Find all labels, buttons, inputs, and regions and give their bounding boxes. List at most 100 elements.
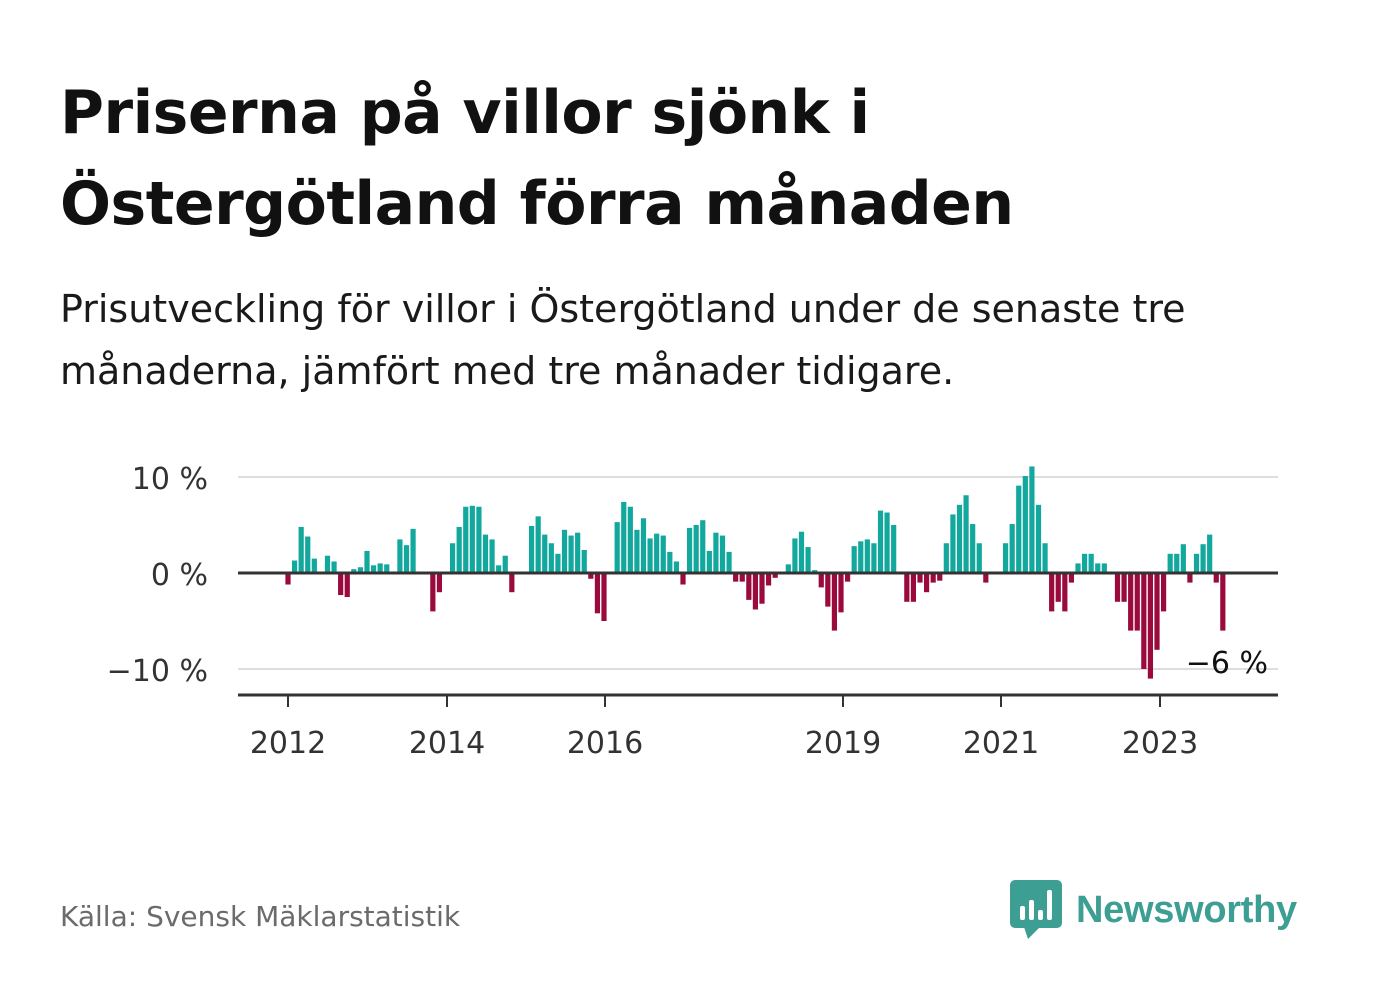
bar bbox=[943, 543, 949, 573]
bar bbox=[370, 565, 377, 573]
bar bbox=[871, 543, 877, 573]
y-tick-label: −10 % bbox=[107, 654, 208, 689]
x-tick-label: 2021 bbox=[963, 726, 1039, 761]
bar bbox=[351, 569, 357, 573]
bar bbox=[528, 525, 535, 573]
bar bbox=[509, 573, 515, 593]
bar bbox=[805, 547, 811, 573]
bar bbox=[1009, 524, 1015, 573]
chart-title: Priserna på villor sjönk i Östergötland … bbox=[60, 78, 1014, 239]
bar bbox=[733, 573, 739, 582]
bar bbox=[1055, 573, 1061, 602]
bar bbox=[765, 573, 772, 586]
bar bbox=[1088, 553, 1094, 573]
bar bbox=[1035, 504, 1042, 573]
bar bbox=[1154, 573, 1160, 650]
bar bbox=[686, 527, 693, 573]
bar bbox=[403, 545, 410, 573]
bar bbox=[1180, 544, 1186, 573]
bar bbox=[1141, 573, 1147, 669]
bar bbox=[364, 550, 370, 573]
bar bbox=[1121, 573, 1127, 602]
bar bbox=[1167, 553, 1173, 573]
bar bbox=[482, 534, 489, 573]
y-tick-label: 0 % bbox=[151, 558, 208, 593]
bar bbox=[535, 516, 541, 573]
bar bbox=[706, 550, 712, 573]
bar bbox=[449, 543, 456, 573]
bar bbox=[1207, 534, 1213, 573]
bar bbox=[963, 495, 969, 573]
bar bbox=[851, 546, 857, 573]
bar bbox=[950, 514, 956, 573]
bar bbox=[739, 573, 745, 582]
bar-chart: 10 % 0 % −10 % 2012 2014 2016 2019 2021 2023 −6 % bbox=[107, 462, 1278, 761]
bar bbox=[904, 573, 910, 602]
bar bbox=[1002, 543, 1009, 573]
bar bbox=[746, 573, 752, 600]
bar bbox=[864, 539, 870, 573]
bar bbox=[588, 573, 594, 579]
bar bbox=[654, 533, 660, 573]
bar bbox=[1016, 485, 1022, 573]
bar bbox=[548, 543, 554, 573]
bar bbox=[673, 561, 680, 573]
bar bbox=[285, 573, 291, 585]
chart-subtitle: Prisutveckling för villor i Östergötland… bbox=[60, 287, 1186, 393]
bar bbox=[640, 518, 647, 573]
bar bbox=[660, 535, 666, 573]
bar bbox=[1220, 573, 1226, 631]
bar bbox=[463, 506, 469, 573]
bar bbox=[858, 541, 864, 573]
bar bbox=[436, 573, 443, 593]
bar bbox=[1081, 553, 1088, 573]
bar bbox=[976, 543, 982, 573]
x-tick-label: 2014 bbox=[409, 726, 485, 761]
bar bbox=[291, 560, 298, 573]
bar bbox=[877, 510, 884, 573]
bar bbox=[1128, 573, 1134, 631]
bar bbox=[1147, 573, 1154, 679]
bar bbox=[384, 564, 390, 573]
bar bbox=[456, 526, 462, 573]
bar bbox=[634, 529, 640, 573]
x-tick-label: 2016 bbox=[567, 726, 643, 761]
bar bbox=[1174, 553, 1180, 573]
bar bbox=[489, 539, 495, 573]
bar bbox=[430, 573, 436, 612]
bar bbox=[502, 555, 508, 573]
bar bbox=[1049, 573, 1055, 612]
bar bbox=[601, 573, 607, 621]
bar bbox=[581, 549, 587, 573]
annotation-label: −6 % bbox=[1186, 646, 1268, 681]
bar bbox=[700, 520, 706, 573]
bar bbox=[1187, 573, 1193, 583]
bar bbox=[1075, 563, 1081, 573]
bar bbox=[410, 528, 416, 573]
bar bbox=[397, 539, 403, 573]
bar bbox=[1200, 544, 1206, 573]
bar bbox=[627, 506, 633, 573]
bar bbox=[469, 505, 475, 573]
bar bbox=[1101, 563, 1107, 573]
bar bbox=[1068, 573, 1075, 583]
bar-chart-speech-bubble-icon bbox=[1010, 880, 1062, 939]
bar bbox=[983, 573, 989, 583]
brand-logo: Newsworthy bbox=[1010, 880, 1330, 940]
bar bbox=[798, 531, 805, 573]
bar bbox=[956, 504, 963, 573]
y-tick-label: 10 % bbox=[132, 462, 208, 497]
x-tick-label: 2023 bbox=[1122, 726, 1198, 761]
bar bbox=[1062, 573, 1068, 612]
bar bbox=[1134, 573, 1140, 631]
bar bbox=[1193, 553, 1200, 573]
bar bbox=[311, 558, 317, 573]
bar bbox=[937, 573, 943, 581]
bar bbox=[1114, 573, 1121, 602]
bar bbox=[713, 532, 719, 573]
bar bbox=[555, 553, 561, 573]
bar bbox=[1160, 573, 1167, 612]
bar bbox=[647, 538, 653, 573]
bar bbox=[621, 501, 627, 573]
